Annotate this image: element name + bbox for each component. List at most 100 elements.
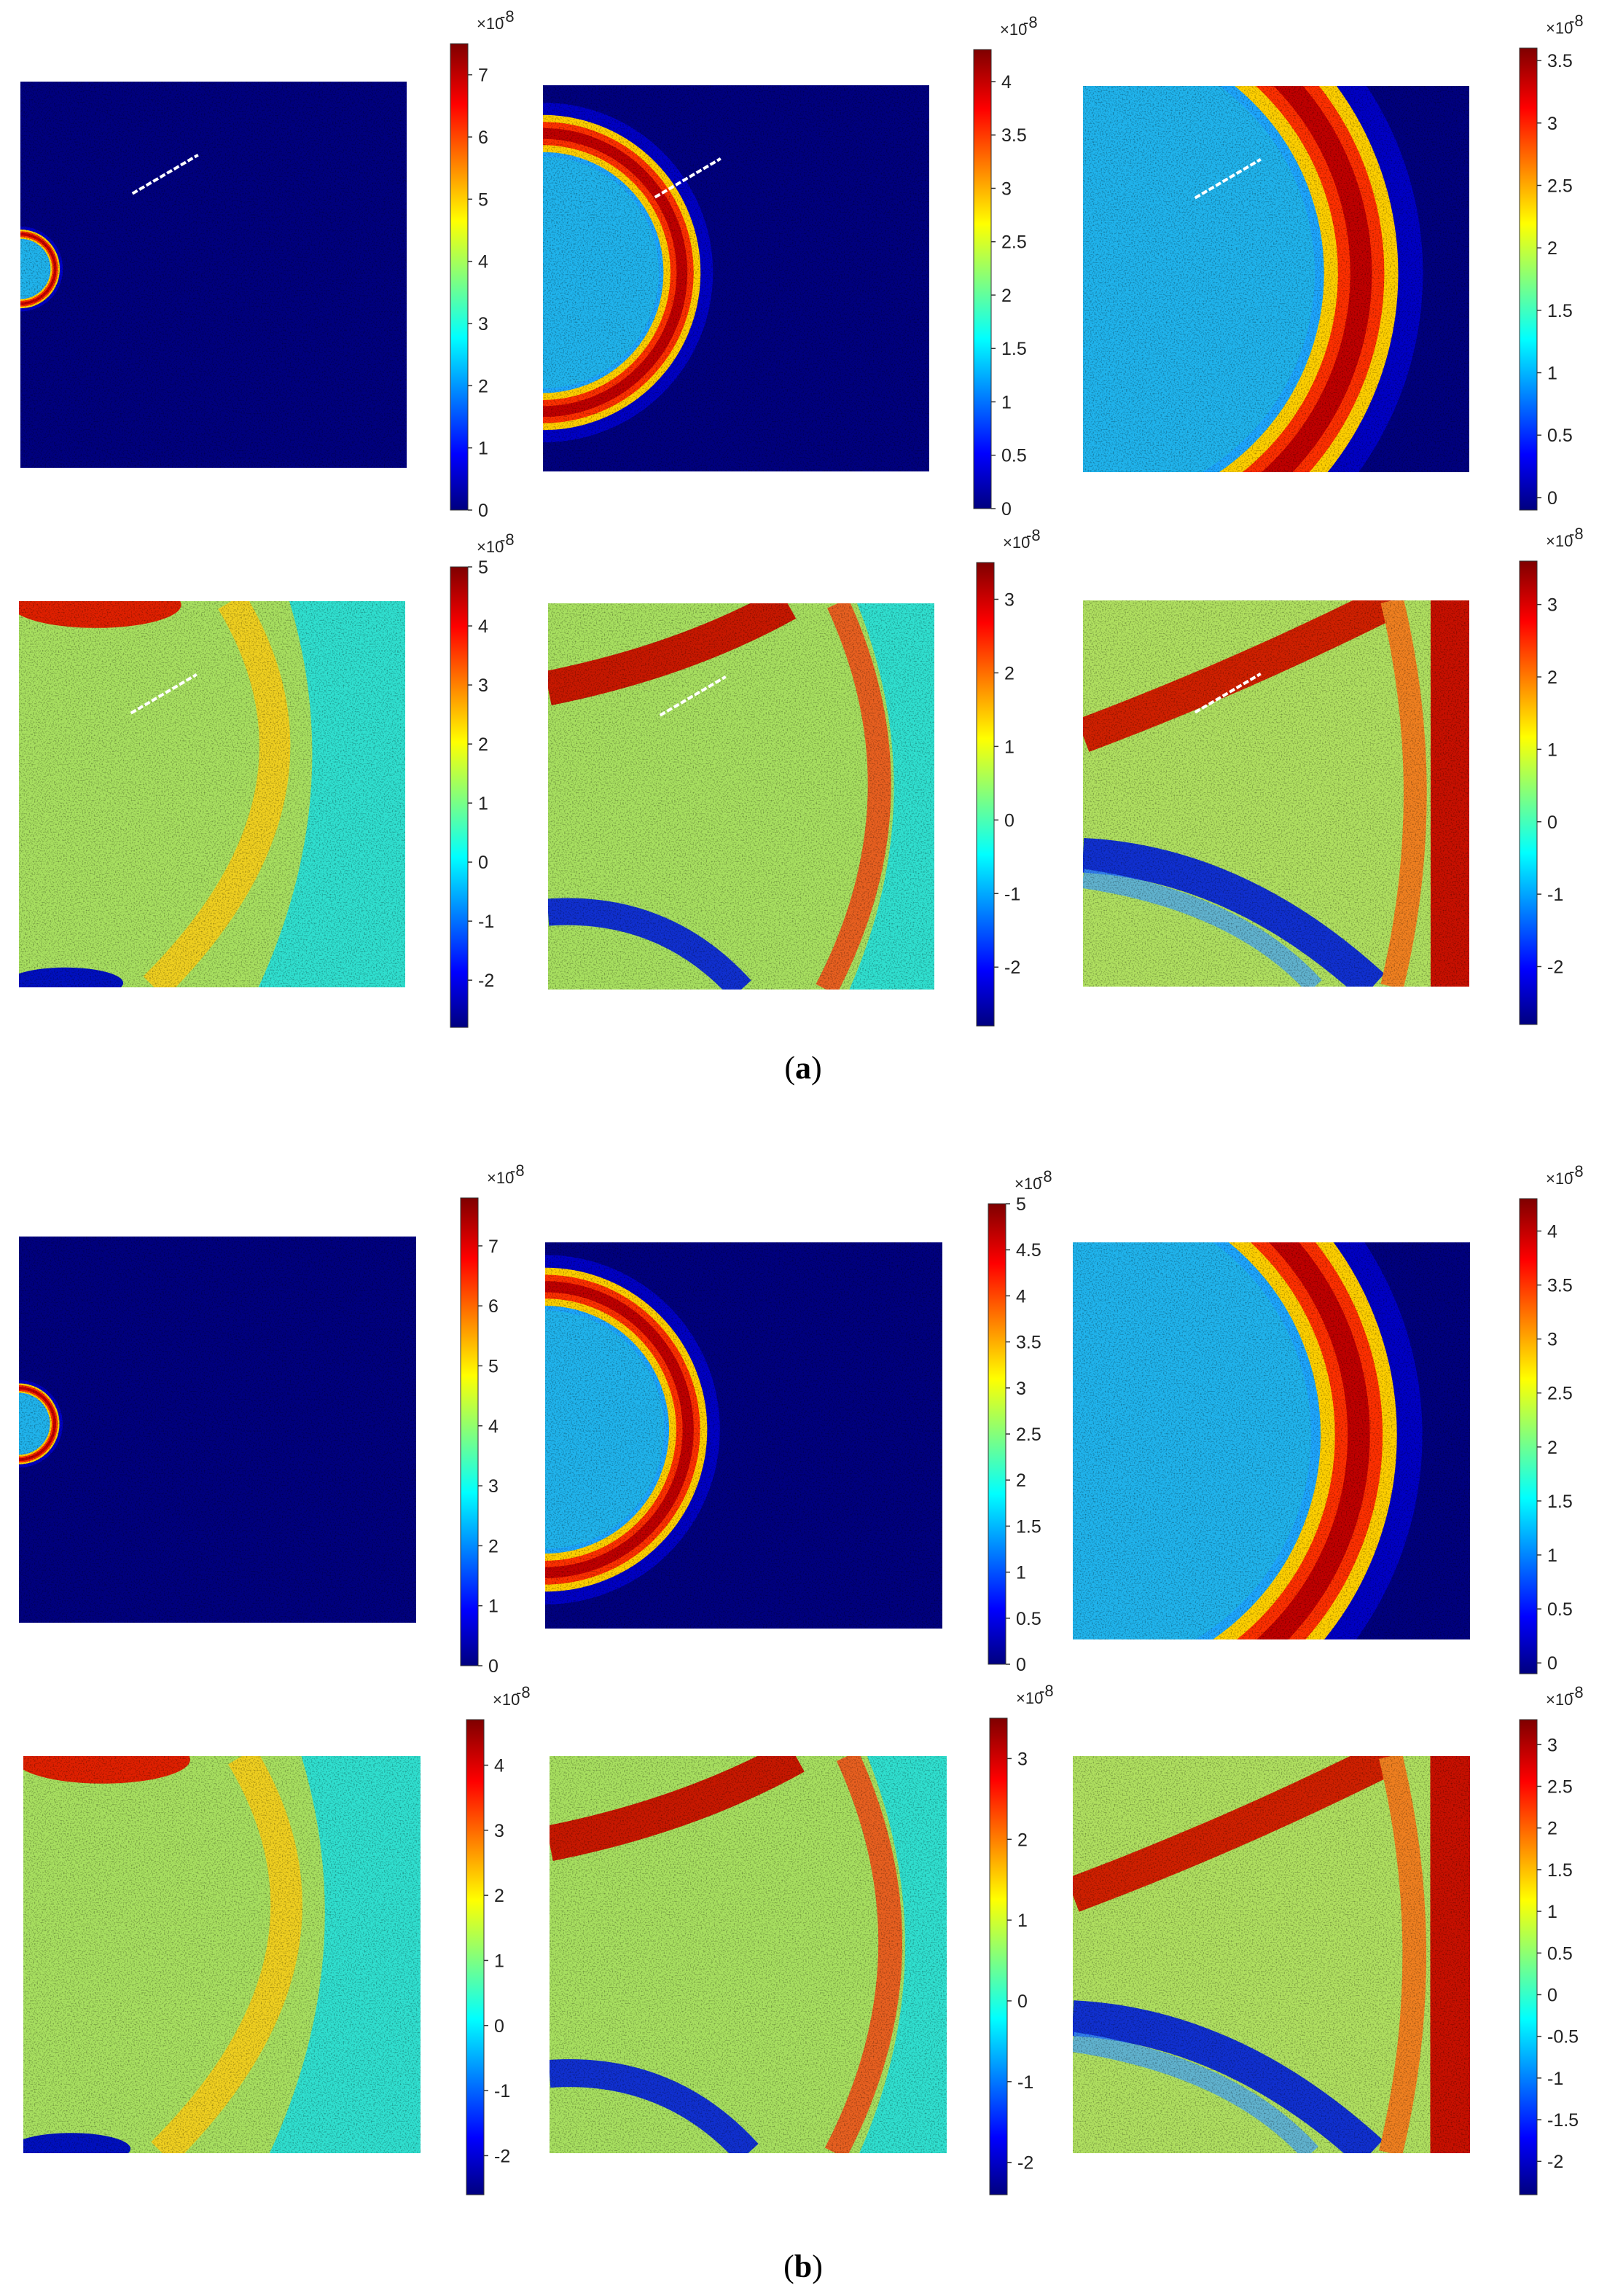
colorbar-multiplier: ×10	[1014, 1175, 1041, 1193]
colorbar-tick-label: -2	[1004, 957, 1020, 978]
heatmap-a-r2c3	[1083, 600, 1469, 987]
colorbar-exponent: -8	[1023, 13, 1038, 31]
colorbar-tick-label: 2	[478, 734, 488, 755]
colorbar-tick-label: 2	[1547, 1819, 1557, 1839]
colorbar-tick-label: -1	[1004, 884, 1020, 904]
colorbar-b-4: ×10-8 -2 -1 0 1 2 3 4	[466, 1683, 531, 2195]
colorbar-tick-label: 2	[494, 1886, 504, 1906]
colorbar-tick-label: 2	[1016, 1470, 1026, 1491]
colorbar-exponent: -8	[1039, 1682, 1054, 1700]
colorbar-tick-label: 4	[1016, 1286, 1026, 1306]
colorbar-tick-label: -1.5	[1547, 2110, 1579, 2131]
colorbar-tick-label: 1.5	[1016, 1516, 1041, 1537]
colorbar-tick-label: -1	[494, 2081, 510, 2101]
colorbar-multiplier: ×10	[477, 538, 504, 556]
colorbar-tick-label: 4	[478, 616, 488, 637]
colorbar-a-5: ×10-8 -2 -1 0 1 2 3	[976, 526, 1041, 1027]
colorbar-multiplier: ×10	[477, 15, 504, 33]
colorbar-multiplier: ×10	[1546, 532, 1573, 550]
colorbar-tick-label: 3	[488, 1476, 499, 1497]
colorbar-exponent: -8	[1569, 1162, 1584, 1180]
heatmap-b-r2c1	[23, 1756, 421, 2153]
heatmap-a-r2c2	[548, 603, 934, 990]
colorbar-b-3: ×10-8 0 0.5 1 1.5 2 2.5 3 3.5 4	[1519, 1162, 1584, 1674]
colorbar-tick-label: 0	[488, 1656, 499, 1677]
colorbar-tick-label: 6	[478, 128, 488, 148]
colorbar-tick-label: 4	[494, 1756, 504, 1776]
colorbar-multiplier: ×10	[1546, 1690, 1573, 1709]
colorbar-tick-label: 1	[1547, 1545, 1557, 1566]
colorbar-tick-label: 0	[478, 501, 488, 521]
colorbar-tick-label: 2.5	[1547, 1777, 1573, 1798]
colorbar-tick-label: 1.5	[1547, 1860, 1573, 1881]
colorbar-tick-label: 2	[488, 1536, 499, 1556]
colorbar-tick-label: 0	[1016, 1655, 1026, 1675]
heatmap-a-r1c3	[1083, 86, 1469, 472]
colorbar-tick-label: 4.5	[1016, 1240, 1041, 1261]
colorbar-tick-label: 0.5	[1547, 426, 1573, 446]
colorbar-multiplier: ×10	[1016, 1689, 1043, 1707]
colorbar-tick-label: 5	[1016, 1194, 1026, 1215]
colorbar-tick-label: 2	[1017, 1830, 1028, 1850]
colorbar-b-5: ×10-8 -2 -1 0 1 2 3	[989, 1682, 1054, 2195]
colorbar-multiplier: ×10	[493, 1690, 520, 1709]
colorbar-tick-label: -2	[478, 971, 494, 991]
colorbar-tick-label: 3	[1547, 1735, 1557, 1755]
colorbar-tick-label: 7	[478, 66, 488, 86]
colorbar-a-6: ×10-8 -2 -1 0 1 2 3	[1519, 525, 1584, 1025]
colorbar-tick-label: 7	[488, 1237, 499, 1257]
colorbar-tick-label: 3	[1004, 589, 1014, 610]
colorbar-tick-label: 3.5	[1001, 125, 1027, 146]
colorbar-tick-label: 2.5	[1547, 1384, 1573, 1404]
colorbar-tick-label: 2	[1547, 667, 1557, 688]
colorbar-tick-label: -2	[1547, 2152, 1563, 2172]
colorbar-exponent: -8	[1569, 12, 1584, 30]
colorbar-exponent: -8	[516, 1683, 531, 1701]
colorbar-tick-label: 2	[1004, 663, 1014, 683]
colorbar-tick-label: 2	[478, 376, 488, 396]
panel-group-a: ×10-801234567×10-800.511.522.533.54×10-8…	[19, 7, 1584, 1028]
colorbar-tick-label: 3	[1547, 1330, 1557, 1350]
colorbar-tick-label: 0	[1547, 1653, 1557, 1674]
colorbar-tick-label: 3	[1547, 595, 1557, 616]
colorbar-tick-label: 0.5	[1001, 446, 1027, 466]
colorbar-tick-label: 3	[494, 1821, 504, 1841]
colorbar-tick-label: 1	[478, 794, 488, 814]
colorbar-tick-label: -1	[478, 912, 494, 932]
colorbar-tick-label: 2	[1547, 238, 1557, 259]
colorbar-tick-label: 2.5	[1001, 232, 1027, 253]
colorbar-tick-label: 2.5	[1016, 1425, 1041, 1445]
colorbar-exponent: -8	[1569, 525, 1584, 543]
colorbar-tick-label: 1.5	[1547, 1492, 1573, 1512]
colorbar-tick-label: 0	[1017, 1991, 1028, 2012]
colorbar-tick-label: 3.5	[1547, 1276, 1573, 1296]
colorbar-tick-label: 6	[488, 1296, 499, 1317]
colorbar-tick-label: 1	[1547, 364, 1557, 384]
colorbar-b-1: ×10-8 0 1 2 3 4 5 6 7	[460, 1161, 525, 1677]
panel-label-b: (b)	[783, 2249, 823, 2284]
colorbar-tick-label: 0.5	[1016, 1609, 1041, 1629]
colorbar-b-6: ×10-8 -2 -1.5 -1 -0.5 0 0.5 1 1.5 2 2.5 3	[1519, 1683, 1584, 2195]
colorbar-tick-label: 3.5	[1547, 51, 1573, 71]
colorbar-exponent: -8	[1038, 1167, 1052, 1186]
colorbar-multiplier: ×10	[1000, 20, 1027, 39]
heatmap-a-r1c1	[20, 82, 407, 468]
colorbar-tick-label: 5	[488, 1356, 499, 1376]
colorbar-tick-label: 0	[1547, 488, 1557, 509]
heatmap-b-r1c3	[1073, 1242, 1470, 1639]
colorbar-tick-label: 4	[1001, 72, 1012, 93]
colorbar-tick-label: -2	[494, 2146, 510, 2166]
colorbar-tick-label: 3	[1547, 114, 1557, 134]
colorbar-b-2: ×10-8 0 0.5 1 1.5 2 2.5 3 3.5 4 4.5 5	[988, 1167, 1052, 1675]
colorbar-tick-label: 1	[1004, 737, 1014, 757]
heatmap-b-r2c3	[1073, 1756, 1470, 2153]
colorbar-tick-label: 4	[488, 1417, 499, 1437]
colorbar-tick-label: 4	[478, 252, 488, 273]
colorbar-exponent: -8	[1026, 526, 1041, 544]
colorbar-tick-label: 3	[478, 314, 488, 334]
colorbar-tick-label: -2	[1017, 2153, 1033, 2174]
colorbar-multiplier: ×10	[1003, 533, 1030, 552]
colorbar-tick-label: -1	[1547, 885, 1563, 905]
colorbar-tick-label: 3	[1017, 1749, 1028, 1769]
colorbar-a-4: ×10-8 -2 -1 0 1 2 3 4 5	[450, 530, 515, 1028]
